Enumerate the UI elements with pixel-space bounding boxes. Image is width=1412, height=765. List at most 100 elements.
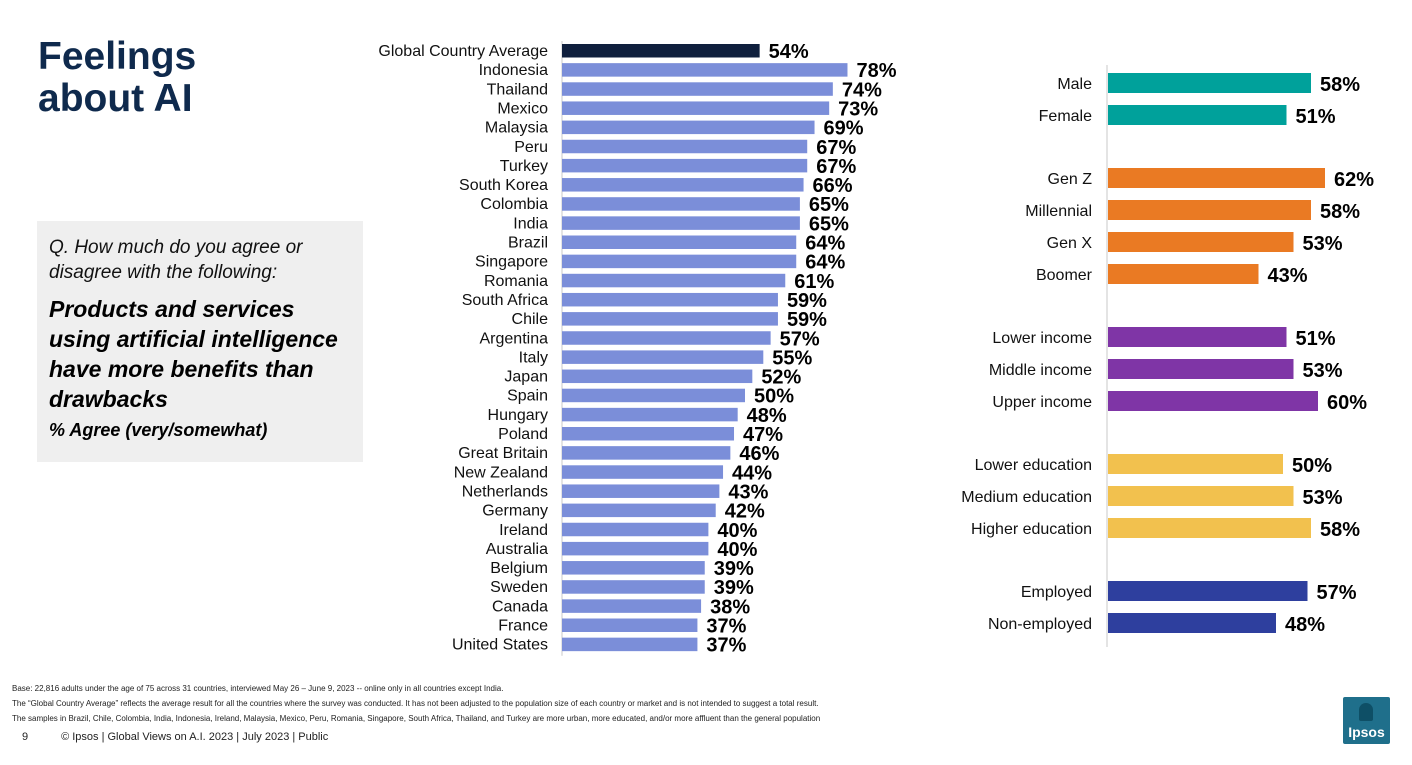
bar-chile <box>562 312 778 326</box>
category-label-global-country-average: Global Country Average <box>378 43 548 60</box>
category-label-hungary: Hungary <box>488 407 548 424</box>
bar-female <box>1108 105 1287 125</box>
value-label-boomer: 43% <box>1268 265 1308 287</box>
bar-italy <box>562 350 764 364</box>
bar-india <box>562 216 800 230</box>
value-label-chile: 59% <box>787 309 827 331</box>
bar-south-korea <box>562 178 804 192</box>
category-label-poland: Poland <box>498 426 548 443</box>
category-label-japan: Japan <box>504 369 548 386</box>
value-label-non-employed: 48% <box>1285 614 1325 636</box>
category-label-lower-income: Lower income <box>992 330 1092 347</box>
footer-text: © Ipsos | Global Views on A.I. 2023 | Ju… <box>61 731 329 743</box>
bar-canada <box>562 599 702 613</box>
bar-singapore <box>562 254 797 269</box>
value-label-france: 37% <box>706 616 746 638</box>
category-label-upper-income: Upper income <box>992 394 1092 411</box>
bar-charts: Global Country Average 54% Indonesia 78% Tha… <box>378 41 1374 657</box>
footer: 9 © Ipsos | Global Views on A.I. 2023 | … <box>22 731 328 743</box>
value-label-indonesia: 78% <box>856 60 896 82</box>
bar-higher-education <box>1108 518 1311 538</box>
category-label-female: Female <box>1039 108 1092 125</box>
footnotes: Base: 22,816 adults under the age of 75 … <box>12 681 1012 726</box>
value-label-turkey: 67% <box>816 156 856 178</box>
bar-indonesia <box>562 63 848 77</box>
question-prompt: Q. How much do you agree or disagree wit… <box>49 237 303 283</box>
ipsos-logo: Ipsos <box>1343 697 1390 744</box>
value-label-singapore: 64% <box>805 252 845 274</box>
country-bar-chart: Global Country Average 54% Indonesia 78% Tha… <box>378 41 897 657</box>
bar-romania <box>562 273 786 288</box>
category-label-india: India <box>513 215 548 232</box>
bar-thailand <box>562 82 833 96</box>
bar-gen-z <box>1108 168 1325 188</box>
bar-australia <box>562 541 709 556</box>
bar-germany <box>562 503 716 518</box>
value-label-south-africa: 59% <box>787 290 827 312</box>
value-label-female: 51% <box>1296 106 1336 128</box>
bar-global-country-average <box>562 44 760 58</box>
bar-upper-income <box>1108 391 1318 411</box>
bar-hungary <box>562 407 738 422</box>
category-label-romania: Romania <box>484 273 548 290</box>
bar-japan <box>562 369 753 384</box>
bar-non-employed <box>1108 613 1276 633</box>
category-label-south-korea: South Korea <box>459 177 548 194</box>
value-label-spain: 50% <box>754 386 794 408</box>
value-label-netherlands: 43% <box>728 481 768 503</box>
bar-lower-education <box>1108 454 1283 474</box>
bar-brazil <box>562 235 797 249</box>
value-label-ireland: 40% <box>717 520 757 542</box>
bar-millennial <box>1108 200 1311 220</box>
category-label-middle-income: Middle income <box>989 362 1092 379</box>
bar-lower-income <box>1108 327 1287 347</box>
demographic-bar-chart: Male 58% Female 51% Gen Z 62% Millennial 58% Gen… <box>961 65 1374 647</box>
category-label-male: Male <box>1057 76 1092 93</box>
bar-south-africa <box>562 292 778 307</box>
category-label-lower-education: Lower education <box>975 457 1092 474</box>
bar-peru <box>562 139 808 154</box>
category-label-singapore: Singapore <box>475 254 548 271</box>
category-label-sweden: Sweden <box>490 579 548 596</box>
bar-argentina <box>562 331 771 345</box>
value-label-india: 65% <box>809 213 849 235</box>
page-number: 9 <box>22 731 29 743</box>
category-label-great-britain: Great Britain <box>458 445 548 462</box>
value-label-australia: 40% <box>717 539 757 561</box>
bar-great-britain <box>562 446 731 460</box>
footnote-samples: The samples in Brazil, Chile, Colombia, … <box>12 714 821 723</box>
category-label-spain: Spain <box>507 388 548 405</box>
category-label-mexico: Mexico <box>497 100 548 117</box>
category-label-gen-x: Gen X <box>1047 235 1093 252</box>
category-label-malaysia: Malaysia <box>485 120 548 137</box>
bar-united-states <box>562 637 698 652</box>
bar-mexico <box>562 101 830 115</box>
value-label-peru: 67% <box>816 137 856 159</box>
question-box: Q. How much do you agree or disagree wit… <box>37 221 363 462</box>
category-label-higher-education: Higher education <box>971 521 1092 538</box>
value-label-colombia: 65% <box>809 194 849 216</box>
value-label-new-zealand: 44% <box>732 462 772 484</box>
value-label-south-korea: 66% <box>813 175 853 197</box>
category-label-ireland: Ireland <box>499 522 548 539</box>
bar-boomer <box>1108 264 1259 284</box>
category-label-chile: Chile <box>512 311 549 328</box>
bar-medium-education <box>1108 486 1294 506</box>
value-label-belgium: 39% <box>714 558 754 580</box>
value-label-global-country-average: 54% <box>769 41 809 63</box>
measure-label: % Agree (very/somewhat) <box>49 420 268 440</box>
category-label-colombia: Colombia <box>480 196 548 213</box>
value-label-poland: 47% <box>743 424 783 446</box>
bar-belgium <box>562 561 705 575</box>
category-label-peru: Peru <box>514 139 548 156</box>
category-label-france: France <box>498 618 548 635</box>
bar-spain <box>562 388 745 403</box>
bar-new-zealand <box>562 465 724 479</box>
logo-mark-icon <box>1359 703 1373 721</box>
value-label-medium-education: 53% <box>1303 487 1343 509</box>
category-label-medium-education: Medium education <box>961 489 1092 506</box>
bar-colombia <box>562 197 800 211</box>
value-label-argentina: 57% <box>780 328 820 350</box>
bar-ireland <box>562 522 709 537</box>
bar-gen-x <box>1108 232 1294 252</box>
